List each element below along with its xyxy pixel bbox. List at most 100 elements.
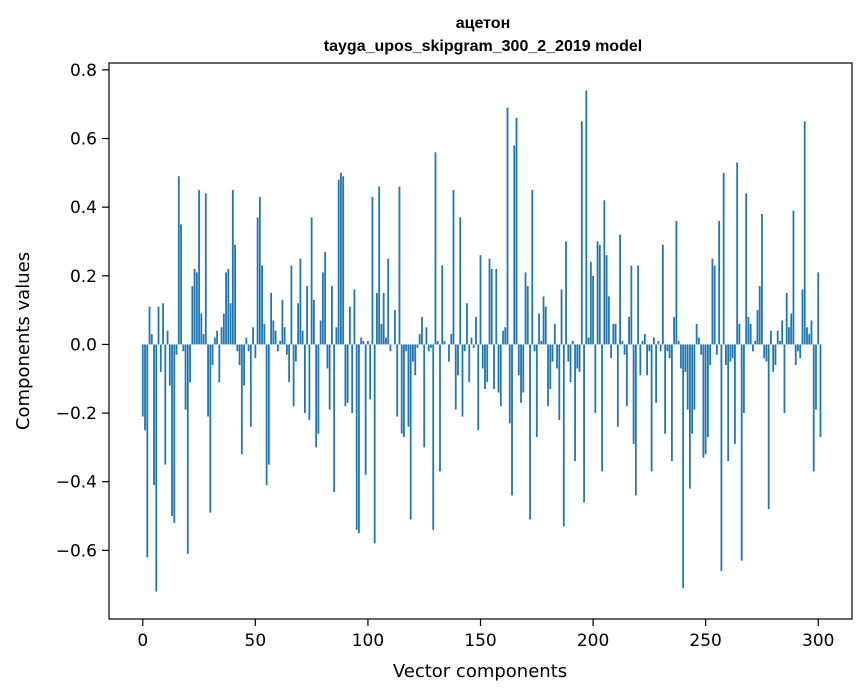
bar <box>776 330 779 345</box>
bar <box>312 299 315 345</box>
bar <box>191 286 194 345</box>
bar <box>150 334 153 345</box>
bar <box>774 344 777 366</box>
bar <box>290 265 293 345</box>
bar <box>209 344 212 513</box>
bar <box>153 344 155 486</box>
bar <box>220 327 223 345</box>
bar <box>666 344 669 352</box>
bar <box>168 344 171 386</box>
bar <box>679 344 682 369</box>
bar <box>394 310 396 345</box>
bar <box>180 224 182 345</box>
bar <box>425 327 428 345</box>
bar <box>414 344 417 376</box>
bar <box>457 344 459 376</box>
bar <box>619 234 621 345</box>
bar <box>493 344 495 390</box>
bar <box>574 344 576 462</box>
bar <box>488 258 491 345</box>
bar <box>342 176 345 345</box>
bar <box>427 344 430 352</box>
bar <box>418 334 421 345</box>
bar <box>772 344 775 372</box>
bar <box>698 337 700 345</box>
bar <box>517 344 520 376</box>
bar <box>657 341 660 345</box>
bar <box>276 344 279 352</box>
bar <box>400 344 403 434</box>
bar <box>794 344 797 366</box>
bar <box>799 344 802 359</box>
bar <box>335 327 338 345</box>
bar <box>403 344 405 438</box>
bar <box>623 344 626 355</box>
x-tick-label: 150 <box>464 631 496 651</box>
bar <box>616 344 619 427</box>
bar <box>511 344 513 496</box>
bar <box>164 344 167 465</box>
bar <box>785 292 788 345</box>
bar <box>317 344 320 434</box>
bar <box>646 344 649 376</box>
bar <box>549 344 552 390</box>
bar <box>788 327 790 345</box>
bar <box>571 341 574 345</box>
bar <box>405 344 408 352</box>
bar <box>540 341 543 345</box>
bar <box>240 344 243 455</box>
chart-subtitle: tayga_upos_skipgram_300_2_2019 model <box>324 38 642 55</box>
bar <box>589 262 592 345</box>
bar <box>578 344 581 372</box>
x-tick-label: 300 <box>802 631 834 651</box>
bar <box>204 193 207 345</box>
bar <box>632 344 635 444</box>
x-tick-label: 50 <box>245 631 267 651</box>
bar <box>535 344 538 438</box>
bar <box>177 176 180 345</box>
bar <box>736 162 739 345</box>
bar <box>686 344 689 410</box>
bar <box>249 344 252 427</box>
y-tick-label: −0.2 <box>56 404 97 424</box>
bar <box>592 275 594 345</box>
bar <box>337 179 340 345</box>
bar <box>189 344 191 383</box>
bar <box>297 303 300 345</box>
bar <box>743 344 745 414</box>
bar <box>186 344 189 554</box>
bar <box>637 265 640 345</box>
bar <box>515 117 518 345</box>
bar <box>601 344 603 472</box>
bar <box>756 310 759 345</box>
bar <box>598 244 601 345</box>
bar <box>472 344 475 348</box>
bar <box>815 344 817 410</box>
bar <box>531 189 534 345</box>
bar <box>506 107 509 345</box>
bar <box>702 344 705 458</box>
bar <box>439 344 441 472</box>
bar <box>162 303 164 345</box>
bar <box>252 327 254 345</box>
bar <box>371 196 374 345</box>
bar <box>144 344 146 431</box>
bar <box>319 320 322 345</box>
bar <box>673 316 676 345</box>
bar <box>761 214 763 345</box>
bar <box>659 344 662 352</box>
bar <box>267 344 270 465</box>
bar <box>781 320 784 345</box>
bar <box>727 344 730 462</box>
bar <box>340 172 342 345</box>
bar <box>155 344 158 592</box>
bar <box>310 217 313 345</box>
bar <box>628 316 630 345</box>
bar <box>436 341 439 345</box>
bar <box>434 152 437 345</box>
bar <box>454 344 457 410</box>
bar <box>720 344 723 571</box>
y-tick-label: 0.2 <box>70 267 97 287</box>
bar <box>225 272 227 345</box>
bar <box>382 292 385 345</box>
